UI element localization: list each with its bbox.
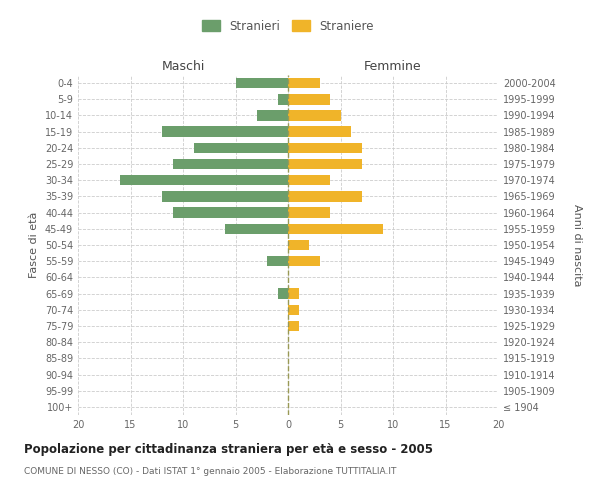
Y-axis label: Anni di nascita: Anni di nascita — [572, 204, 583, 286]
Bar — [277, 94, 288, 104]
Bar — [288, 159, 361, 170]
Bar — [120, 175, 288, 186]
Bar — [173, 208, 288, 218]
Bar — [257, 110, 288, 120]
Text: Maschi: Maschi — [161, 60, 205, 74]
Bar — [288, 256, 320, 266]
Bar — [288, 240, 309, 250]
Bar — [162, 126, 288, 137]
Bar — [267, 256, 288, 266]
Bar — [235, 78, 288, 88]
Bar — [225, 224, 288, 234]
Bar — [288, 175, 330, 186]
Text: COMUNE DI NESSO (CO) - Dati ISTAT 1° gennaio 2005 - Elaborazione TUTTITALIA.IT: COMUNE DI NESSO (CO) - Dati ISTAT 1° gen… — [24, 468, 397, 476]
Bar — [288, 320, 299, 331]
Text: Popolazione per cittadinanza straniera per età e sesso - 2005: Popolazione per cittadinanza straniera p… — [24, 442, 433, 456]
Bar — [173, 159, 288, 170]
Bar — [288, 126, 351, 137]
Bar — [288, 94, 330, 104]
Bar — [288, 78, 320, 88]
Text: Femmine: Femmine — [364, 60, 422, 74]
Bar — [288, 110, 341, 120]
Bar — [288, 288, 299, 299]
Bar — [193, 142, 288, 153]
Bar — [288, 142, 361, 153]
Bar — [288, 304, 299, 315]
Y-axis label: Fasce di età: Fasce di età — [29, 212, 39, 278]
Bar — [288, 224, 383, 234]
Bar — [288, 208, 330, 218]
Bar — [288, 191, 361, 202]
Legend: Stranieri, Straniere: Stranieri, Straniere — [202, 20, 374, 32]
Bar — [162, 191, 288, 202]
Bar — [277, 288, 288, 299]
